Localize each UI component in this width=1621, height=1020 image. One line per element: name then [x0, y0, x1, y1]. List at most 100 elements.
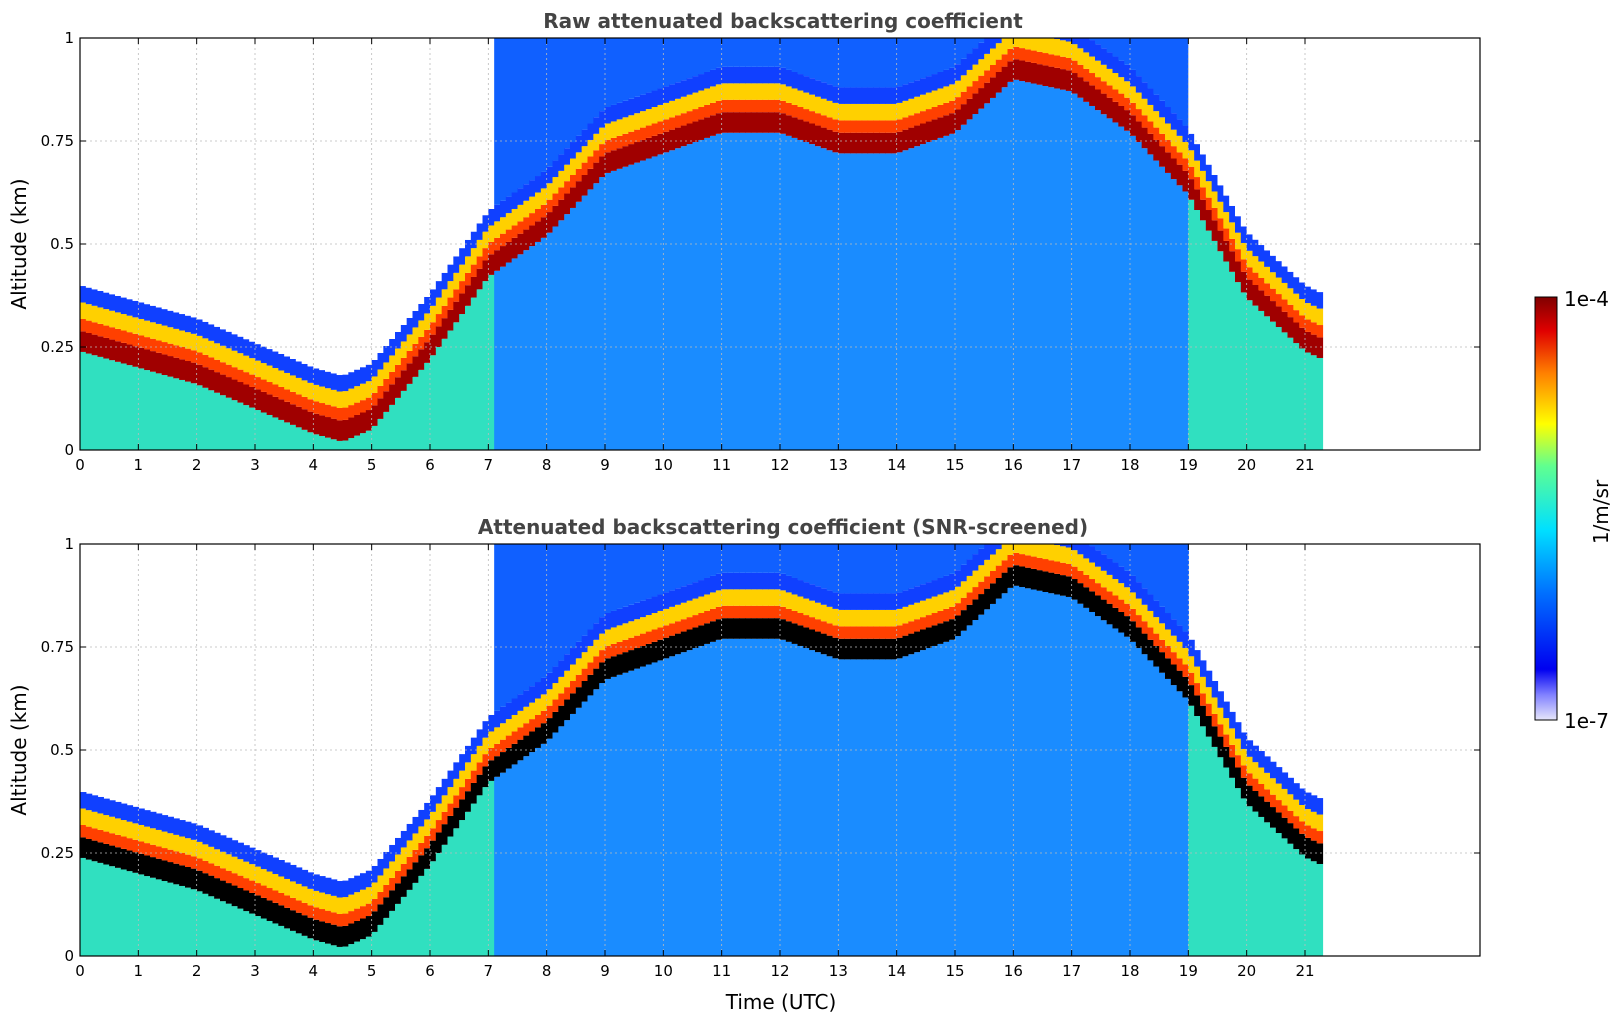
- heatmap-cell: [634, 129, 641, 143]
- heatmap-cell: [558, 170, 565, 188]
- heatmap-cell: [885, 638, 892, 660]
- heatmap-cell: [115, 295, 122, 313]
- heatmap-cell: [336, 881, 344, 898]
- heatmap-cell: [476, 289, 484, 450]
- heatmap-cell: [243, 861, 250, 879]
- heatmap-cell: [925, 142, 933, 450]
- heatmap-cell: [1293, 293, 1300, 311]
- heatmap-cell: [1287, 304, 1294, 318]
- heatmap-cell: [266, 414, 274, 450]
- heatmap-cell: [1042, 53, 1049, 66]
- heatmap-cell: [418, 369, 425, 450]
- heatmap-cell: [593, 656, 600, 669]
- heatmap-cell: [1235, 249, 1242, 262]
- heatmap-cell: [465, 285, 472, 306]
- heatmap-cell: [1095, 44, 1102, 61]
- heatmap-cell: [1118, 566, 1125, 584]
- heatmap-cell: [120, 363, 128, 450]
- heatmap-cell: [360, 918, 367, 940]
- heatmap-cell: [1316, 831, 1324, 844]
- heatmap-cell: [873, 593, 880, 610]
- heatmap-cell: [424, 38, 431, 297]
- heatmap-cell: [1252, 790, 1259, 812]
- heatmap-cell: [1013, 46, 1020, 60]
- heatmap-cell: [774, 605, 781, 619]
- heatmap-cell: [564, 181, 571, 194]
- heatmap-cell: [115, 341, 122, 362]
- heatmap-cell: [1130, 592, 1137, 609]
- heatmap-cell: [552, 160, 559, 178]
- heatmap-cell: [1089, 105, 1096, 450]
- heatmap-cell: [686, 600, 694, 618]
- heatmap-cell: [266, 900, 274, 921]
- heatmap-cell: [505, 213, 513, 230]
- heatmap-cell: [1176, 641, 1184, 659]
- heatmap-cell: [867, 120, 874, 133]
- heatmap-cell: [540, 677, 548, 695]
- heatmap-cell: [377, 369, 384, 386]
- heatmap-cell: [91, 289, 99, 306]
- heatmap-cell: [231, 350, 239, 368]
- heatmap-cell: [873, 544, 880, 594]
- heatmap-cell: [692, 582, 699, 599]
- heatmap-cell: [896, 637, 904, 659]
- heatmap-cell: [570, 544, 577, 649]
- heatmap-cell: [628, 164, 635, 450]
- heatmap-cell: [663, 152, 670, 450]
- heatmap-cell: [791, 610, 799, 624]
- heatmap-cell: [966, 69, 974, 87]
- heatmap-cell: [622, 133, 629, 147]
- heatmap-cell: [360, 412, 367, 434]
- heatmap-cell: [196, 335, 204, 353]
- x-tick-label: 21: [1295, 456, 1314, 474]
- heatmap-cell: [675, 588, 682, 605]
- heatmap-cell: [995, 544, 1003, 550]
- heatmap-cell: [109, 38, 116, 295]
- heatmap-cell: [412, 862, 419, 883]
- heatmap-cell: [196, 352, 204, 365]
- heatmap-cell: [820, 654, 828, 956]
- heatmap-cell: [587, 156, 594, 169]
- heatmap-cell: [628, 38, 635, 99]
- heatmap-cell: [546, 166, 554, 184]
- heatmap-cell: [838, 132, 845, 154]
- heatmap-cell: [85, 38, 93, 288]
- heatmap-cell: [214, 878, 221, 899]
- heatmap-cell: [91, 355, 99, 450]
- heatmap-cell: [290, 358, 297, 376]
- heatmap-cell: [120, 803, 128, 821]
- heatmap-cell: [348, 38, 355, 373]
- heatmap-cell: [914, 586, 921, 603]
- heatmap-cell: [529, 213, 536, 226]
- heatmap-cell: [313, 368, 320, 385]
- heatmap-cell: [750, 605, 758, 619]
- heatmap-cell: [249, 847, 256, 865]
- heatmap-cell: [1106, 574, 1114, 592]
- heatmap-cell: [914, 619, 921, 632]
- heatmap-cell: [1083, 101, 1090, 451]
- heatmap-cell: [990, 603, 997, 956]
- heatmap-cell: [1305, 858, 1312, 956]
- heatmap-cell: [307, 399, 314, 412]
- heatmap-cell: [733, 638, 740, 956]
- heatmap-cell: [150, 371, 157, 450]
- heatmap-cell: [1240, 765, 1248, 778]
- heatmap-cell: [984, 544, 991, 560]
- heatmap-cell: [482, 38, 489, 216]
- heatmap-cell: [161, 375, 169, 450]
- heatmap-cell: [290, 391, 297, 405]
- heatmap-cell: [605, 658, 612, 679]
- heatmap-cell: [1240, 777, 1248, 799]
- heatmap-cell: [657, 610, 664, 628]
- heatmap-cell: [733, 618, 740, 639]
- heatmap-cell: [389, 844, 396, 862]
- heatmap-cell: [937, 610, 944, 624]
- heatmap-cell: [1147, 544, 1154, 595]
- heatmap-cell: [785, 621, 793, 642]
- heatmap-cell: [371, 425, 379, 450]
- heatmap-cell: [383, 391, 390, 412]
- heatmap-cell: [284, 38, 291, 357]
- heatmap-cell: [1007, 61, 1014, 82]
- heatmap-cell: [1036, 64, 1044, 85]
- heatmap-cell: [1013, 565, 1020, 586]
